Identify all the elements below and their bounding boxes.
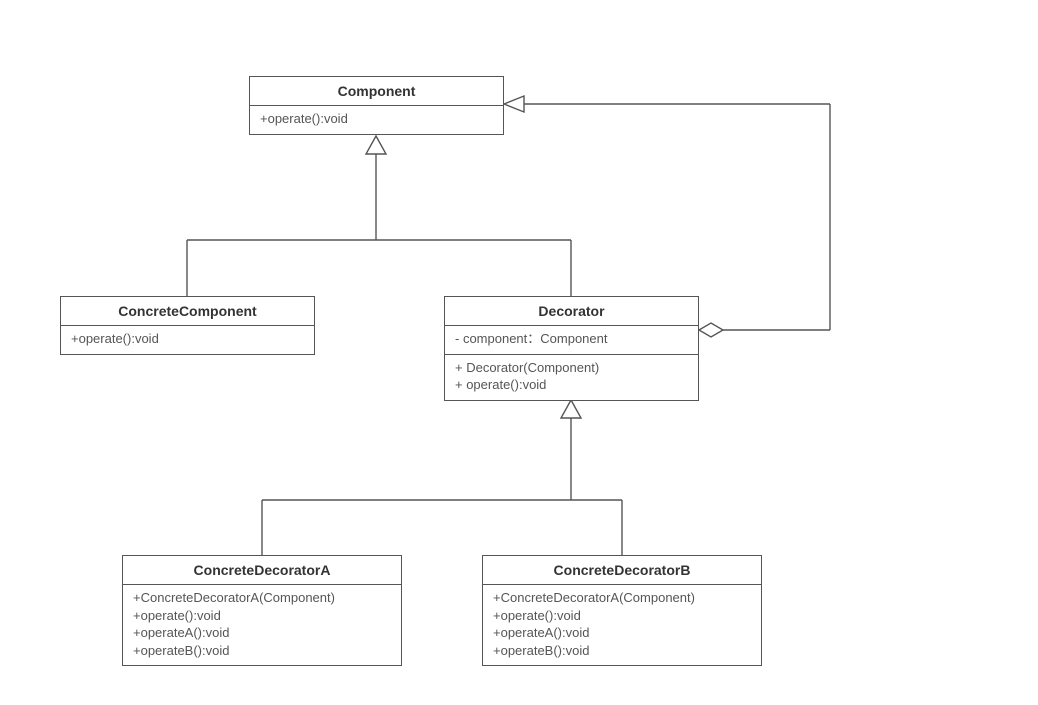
class-component: Component +operate():void (249, 76, 504, 135)
class-member: + operate():void (455, 376, 688, 394)
uml-diagram-canvas: Component +operate():void ConcreteCompon… (0, 0, 1038, 705)
class-title: ConcreteComponent (61, 297, 314, 326)
class-concrete-decorator-b: ConcreteDecoratorB +ConcreteDecoratorA(C… (482, 555, 762, 666)
class-attributes: - component：Component (445, 326, 698, 354)
class-title: ConcreteDecoratorA (123, 556, 401, 585)
class-title: Component (250, 77, 503, 106)
class-members: +ConcreteDecoratorA(Component) +operate(… (483, 585, 761, 665)
class-concrete-decorator-a: ConcreteDecoratorA +ConcreteDecoratorA(C… (122, 555, 402, 666)
arrowhead-generalization-component (366, 136, 386, 154)
class-member: +operate():void (493, 607, 751, 625)
class-decorator: Decorator - component：Component + Decora… (444, 296, 699, 401)
class-member: +operateA():void (133, 624, 391, 642)
class-member: +ConcreteDecoratorA(Component) (493, 589, 751, 607)
class-member: +operate():void (260, 110, 493, 128)
class-members: +operate():void (61, 326, 314, 354)
arrowhead-association-component (504, 96, 524, 112)
class-members: +ConcreteDecoratorA(Component) +operate(… (123, 585, 401, 665)
class-title: ConcreteDecoratorB (483, 556, 761, 585)
class-member: +operate():void (133, 607, 391, 625)
class-operations: + Decorator(Component) + operate():void (445, 354, 698, 400)
class-member: + Decorator(Component) (455, 359, 688, 377)
class-member: +ConcreteDecoratorA(Component) (133, 589, 391, 607)
class-concrete-component: ConcreteComponent +operate():void (60, 296, 315, 355)
class-members: +operate():void (250, 106, 503, 134)
arrowhead-generalization-decorator (561, 400, 581, 418)
class-member: - component：Component (455, 330, 688, 348)
class-title: Decorator (445, 297, 698, 326)
class-member: +operateA():void (493, 624, 751, 642)
class-member: +operateB():void (133, 642, 391, 660)
class-member: +operate():void (71, 330, 304, 348)
arrowhead-aggregation-diamond (699, 323, 723, 337)
class-member: +operateB():void (493, 642, 751, 660)
